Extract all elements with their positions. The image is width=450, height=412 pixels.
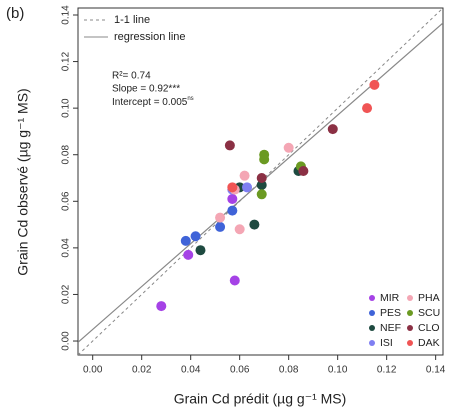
point bbox=[369, 79, 380, 90]
point bbox=[215, 212, 226, 223]
y-tick-label: 0.00 bbox=[61, 331, 72, 351]
annotation: Intercept = 0.005ns bbox=[112, 96, 194, 108]
point bbox=[256, 173, 267, 184]
point bbox=[242, 182, 253, 193]
point bbox=[227, 193, 238, 204]
legend-label: MIR bbox=[380, 292, 400, 304]
x-tick-label: 0.12 bbox=[377, 365, 397, 376]
point bbox=[180, 235, 191, 246]
y-tick-label: 0.02 bbox=[61, 284, 72, 304]
x-tick-label: 0.06 bbox=[230, 365, 250, 376]
y-axis-title: Grain Cd observé (µg g⁻¹ MS) bbox=[15, 88, 31, 275]
y-tick-label: 0.14 bbox=[61, 5, 72, 25]
legend-label: SCU bbox=[418, 307, 440, 319]
legend-label: DAK bbox=[418, 337, 440, 349]
legend-marker bbox=[407, 310, 413, 316]
x-tick-label: 0.08 bbox=[279, 365, 299, 376]
point bbox=[327, 124, 338, 135]
x-tick-label: 0.10 bbox=[328, 365, 348, 376]
x-tick-label: 0.00 bbox=[83, 365, 103, 376]
point bbox=[224, 140, 235, 151]
point bbox=[215, 221, 226, 232]
y-tick-label: 0.12 bbox=[61, 51, 72, 71]
legend-marker bbox=[369, 310, 375, 316]
point bbox=[256, 179, 267, 190]
plot-frame bbox=[77, 7, 444, 356]
y-tick-label: 0.04 bbox=[61, 238, 72, 258]
point bbox=[239, 170, 250, 181]
legend-label: ISI bbox=[380, 337, 393, 349]
point bbox=[298, 166, 309, 177]
point bbox=[183, 249, 194, 260]
point bbox=[195, 245, 206, 256]
legend-label: NEF bbox=[380, 322, 401, 334]
legend-label: PHA bbox=[418, 292, 440, 304]
point bbox=[283, 142, 294, 153]
annotation-sup: ns bbox=[187, 96, 193, 102]
point bbox=[256, 189, 267, 200]
point bbox=[227, 205, 238, 216]
annotation: Slope = 0.92*** bbox=[112, 84, 180, 95]
legend-marker bbox=[407, 325, 413, 331]
legend-label: 1-1 line bbox=[114, 14, 150, 26]
point bbox=[227, 182, 238, 193]
x-tick-label: 0.02 bbox=[132, 365, 152, 376]
point bbox=[190, 231, 201, 242]
legend-marker bbox=[407, 340, 413, 346]
legend-marker bbox=[407, 295, 413, 301]
point bbox=[249, 219, 260, 230]
x-tick-label: 0.14 bbox=[426, 365, 446, 376]
legend-marker bbox=[369, 325, 375, 331]
point bbox=[362, 103, 373, 114]
annotation-text: Intercept = 0.005 bbox=[112, 97, 188, 108]
legend-label: regression line bbox=[114, 31, 186, 43]
x-axis-title: Grain Cd prédit (µg g⁻¹ MS) bbox=[174, 391, 347, 407]
point bbox=[234, 224, 245, 235]
panel-label: (b) bbox=[6, 5, 24, 22]
y-tick-label: 0.08 bbox=[61, 145, 72, 165]
legend-marker bbox=[369, 340, 375, 346]
point bbox=[259, 154, 270, 165]
point bbox=[229, 275, 240, 286]
x-tick-label: 0.04 bbox=[181, 365, 201, 376]
legend-label: CLO bbox=[418, 322, 440, 334]
legend-label: PES bbox=[380, 307, 401, 319]
legend-marker bbox=[369, 295, 375, 301]
annotation: R²= 0.74 bbox=[112, 71, 151, 82]
y-tick-label: 0.10 bbox=[61, 98, 72, 118]
y-tick-label: 0.06 bbox=[61, 191, 72, 211]
point bbox=[156, 301, 167, 312]
